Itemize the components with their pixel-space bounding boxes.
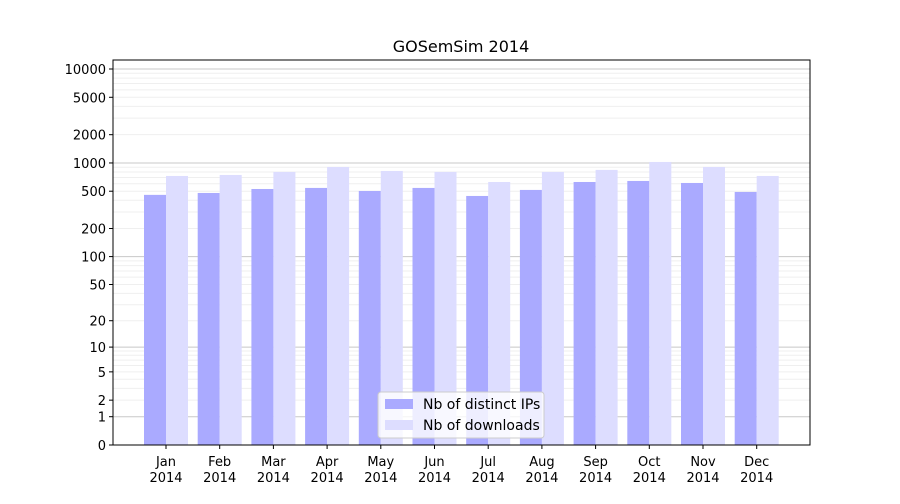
bar-distinct-ips [681,182,703,446]
x-tick-label-year: 2014 [472,471,505,486]
y-tick-label: 1 [98,411,106,426]
bar-distinct-ips [734,191,757,445]
y-tick-label: 500 [81,185,106,200]
bar-distinct-ips [466,195,489,445]
y-tick-label: 200 [81,222,106,237]
y-tick-label: 5000 [73,91,106,106]
legend: Nb of distinct IPs Nb of downloads [377,391,545,439]
bar-downloads [649,161,672,445]
bar-downloads [541,171,564,446]
y-tick-label: 20 [89,315,106,330]
x-tick-label-year: 2014 [525,471,558,486]
x-tick-label-month: Jan [155,455,176,470]
y-axis: 0 1 2 5 10 20 50 100 200 500 1000 2000 5000 10000 [65,63,113,454]
y-tick-label: 2 [98,394,106,409]
y-tick-label: 1000 [73,157,106,172]
bar-distinct-ips [627,180,650,445]
bar-downloads [166,175,188,445]
x-tick-label-month: Feb [208,455,231,470]
bar-downloads [380,170,403,446]
x-axis: Jan2014Feb2014Mar2014Apr2014May2014Jun20… [149,445,773,486]
bar-distinct-ips [519,189,542,445]
x-tick-label-year: 2014 [579,471,612,486]
bar-distinct-ips [412,187,435,445]
bar-distinct-ips [573,181,596,445]
y-tick-label: 10000 [65,63,106,78]
bar-downloads [488,181,511,445]
bar-distinct-ips [305,187,328,445]
legend-swatch-ips [385,399,413,409]
y-tick-label: 100 [81,251,106,266]
x-tick-label-month: Sep [583,455,608,470]
x-tick-label-month: Mar [261,455,286,470]
x-tick-label-month: Aug [529,455,554,470]
bar-distinct-ips [251,188,274,445]
x-tick-label-year: 2014 [203,471,236,486]
x-tick-label-year: 2014 [311,471,344,486]
x-tick-label-month: Nov [690,455,716,470]
legend-swatch-downloads [385,420,413,430]
legend-label-downloads: Nb of downloads [423,418,540,434]
axes-frame [112,59,811,446]
y-tick-label: 10 [89,341,106,356]
y-tick-label: 0 [98,439,106,454]
y-tick-label: 50 [89,278,106,293]
x-tick-label-month: May [367,455,394,470]
x-tick-label-month: Apr [316,455,339,470]
bar-distinct-ips [358,190,381,445]
x-tick-label-year: 2014 [364,471,397,486]
bars [144,161,779,446]
bar-downloads [273,171,296,446]
x-tick-label-month: Oct [638,455,660,470]
x-tick-label-month: Jul [479,455,496,470]
y-tick-label: 2000 [73,129,106,144]
x-tick-label-year: 2014 [257,471,290,486]
bar-downloads [756,175,779,445]
x-tick-label-month: Dec [744,455,769,470]
x-tick-label-year: 2014 [149,471,182,486]
bar-downloads [219,174,242,445]
legend-label-ips: Nb of distinct IPs [423,397,540,413]
bar-downloads [327,166,350,445]
chart-title: GOSemSim 2014 [393,37,530,56]
y-tick-label: 5 [98,366,106,381]
x-tick-label-year: 2014 [633,471,666,486]
x-tick-label-year: 2014 [740,471,773,486]
x-tick-label-month: Jun [423,455,444,470]
bar-distinct-ips [144,194,166,445]
x-tick-label-year: 2014 [686,471,719,486]
legend-box [377,391,545,439]
bar-downloads [434,171,457,446]
bar-downloads [703,166,725,445]
bar-distinct-ips [197,192,220,445]
x-tick-label-year: 2014 [418,471,451,486]
bar-downloads [595,169,618,445]
